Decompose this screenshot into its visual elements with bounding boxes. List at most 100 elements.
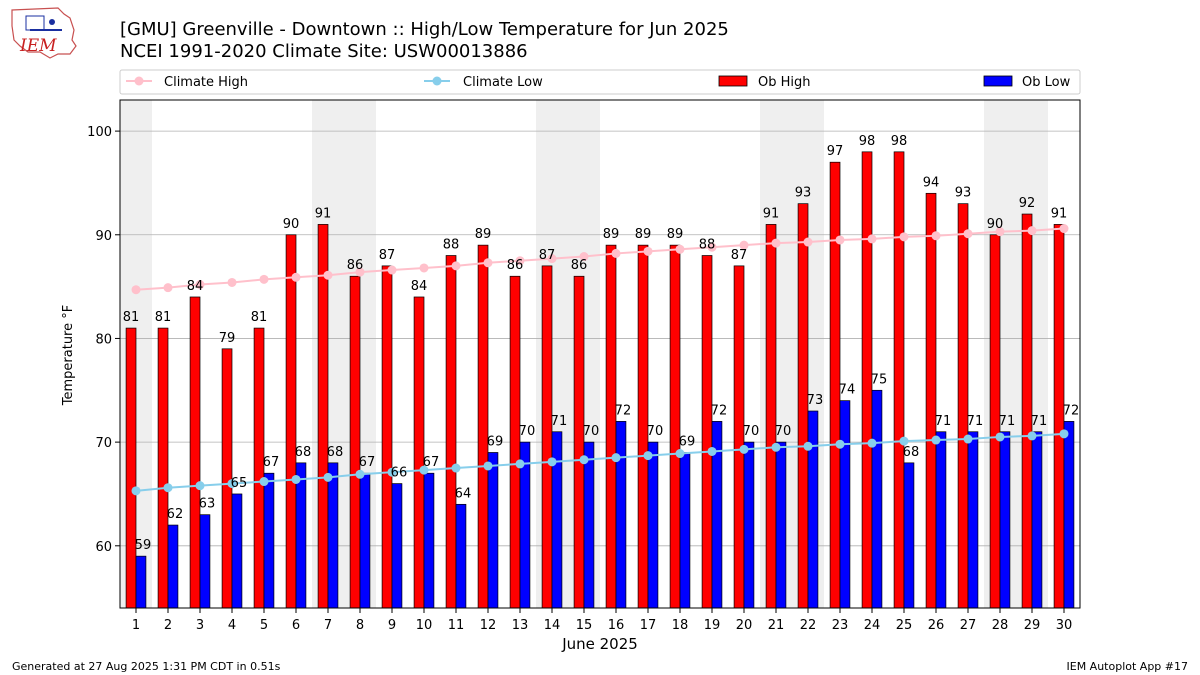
climate-low-point <box>643 451 653 461</box>
ob-high-label: 97 <box>827 144 844 159</box>
x-tick-label: 10 <box>416 618 433 633</box>
ob-high-label: 89 <box>475 227 492 242</box>
ob-high-label: 90 <box>987 217 1004 232</box>
climate-high-point <box>355 267 365 277</box>
climate-low-point <box>611 453 621 463</box>
ob-high-bar <box>381 265 393 609</box>
ob-low-label: 64 <box>455 486 472 501</box>
ob-high-bar <box>509 275 521 609</box>
grid-lines <box>120 130 1080 547</box>
climate-high-point <box>803 237 813 247</box>
ob-low-bar <box>775 441 787 609</box>
chart-title: [GMU] Greenville - Downtown :: High/Low … <box>120 19 729 40</box>
ob-low-bar <box>935 431 947 609</box>
ob-high-label: 88 <box>443 238 460 253</box>
x-tick-label: 6 <box>292 618 300 633</box>
ob-low-label: 73 <box>807 393 824 408</box>
ob-low-label: 62 <box>167 507 184 522</box>
ob-high-label: 91 <box>1051 206 1068 221</box>
climate-high-point <box>963 229 973 239</box>
ob-low-label: 70 <box>743 424 760 439</box>
climate-high-point <box>995 227 1005 237</box>
climate-high-point <box>771 238 781 248</box>
plot-frame <box>119 99 1081 609</box>
ob-high-label: 86 <box>347 258 364 273</box>
ob-low-bar <box>359 472 371 609</box>
ob-low-label: 70 <box>775 424 792 439</box>
ob-high-label: 89 <box>603 227 620 242</box>
y-tick-label: 80 <box>95 332 112 347</box>
ob-low-bar <box>839 400 851 609</box>
y-tick-label: 100 <box>87 125 112 140</box>
climate-low-point <box>579 455 589 465</box>
ob-low-bar <box>807 410 819 609</box>
ob-high-bar <box>317 224 329 609</box>
x-axis-label: June 2025 <box>561 635 638 653</box>
ob-low-label: 68 <box>903 445 920 460</box>
climate-low-point <box>483 461 493 471</box>
climate-high-point <box>579 252 589 262</box>
climate-low-point <box>131 486 141 496</box>
ob-low-bar <box>423 472 435 609</box>
x-tick-label: 23 <box>832 618 849 633</box>
y-tick-label: 60 <box>95 540 112 555</box>
ob-high-label: 92 <box>1019 196 1036 211</box>
ob-low-label: 67 <box>423 455 440 470</box>
ob-low-label: 67 <box>263 455 280 470</box>
ob-low-bar <box>231 493 243 609</box>
bars <box>125 151 1075 609</box>
ob-low-label: 72 <box>1063 403 1080 418</box>
x-tick-label: 22 <box>800 618 817 633</box>
ob-low-label: 72 <box>615 403 632 418</box>
ob-low-label: 66 <box>391 466 408 481</box>
ob-high-label: 86 <box>507 258 524 273</box>
x-tick-label: 18 <box>672 618 689 633</box>
ob-high-label: 89 <box>667 227 684 242</box>
ob-low-bar <box>647 441 659 609</box>
ob-low-bar <box>743 441 755 609</box>
legend-climate-low: Climate Low <box>424 75 543 90</box>
climate-low-point <box>1059 429 1069 439</box>
ob-high-bar <box>445 255 457 609</box>
x-tick-label: 4 <box>228 618 236 633</box>
ob-low-bar <box>583 441 595 609</box>
ob-high-label: 87 <box>379 248 396 263</box>
ob-high-label: 84 <box>411 279 428 294</box>
x-tick-label: 3 <box>196 618 204 633</box>
x-tick-label: 29 <box>1024 618 1041 633</box>
climate-low-point <box>515 459 525 469</box>
ob-low-label: 70 <box>647 424 664 439</box>
ob-low-bar <box>455 503 467 609</box>
x-tick-label: 7 <box>324 618 332 633</box>
ob-high-bar <box>189 296 201 609</box>
legend-label: Climate High <box>164 75 248 90</box>
ob-low-bar <box>1031 431 1043 609</box>
x-tick-label: 21 <box>768 618 785 633</box>
x-tick-label: 28 <box>992 618 1009 633</box>
ob-low-bar <box>1063 421 1075 609</box>
climate-low-point <box>995 432 1005 442</box>
ob-high-label: 88 <box>699 238 716 253</box>
ob-high-label: 90 <box>283 217 300 232</box>
climate-low-point <box>867 438 877 448</box>
legend-ob-low: Ob Low <box>983 75 1071 90</box>
ob-high-label: 98 <box>891 134 908 149</box>
ob-low-bar <box>391 483 403 609</box>
x-tick-label: 27 <box>960 618 977 633</box>
x-tick-label: 16 <box>608 618 625 633</box>
legend-label: Climate Low <box>463 75 543 90</box>
ob-low-bar <box>167 524 179 609</box>
climate-low-point <box>259 477 269 487</box>
x-tick-label: 1 <box>132 618 140 633</box>
climate-high-point <box>835 235 845 245</box>
x-tick-label: 30 <box>1056 618 1073 633</box>
ob-high-bar <box>285 234 297 609</box>
ob-low-label: 69 <box>679 434 696 449</box>
climate-low-point <box>323 472 333 482</box>
ob-low-label: 68 <box>327 445 344 460</box>
x-tick-label: 19 <box>704 618 721 633</box>
ob-low-label: 71 <box>551 414 568 429</box>
climate-low-line <box>135 432 1065 492</box>
climate-low-point <box>739 444 749 454</box>
